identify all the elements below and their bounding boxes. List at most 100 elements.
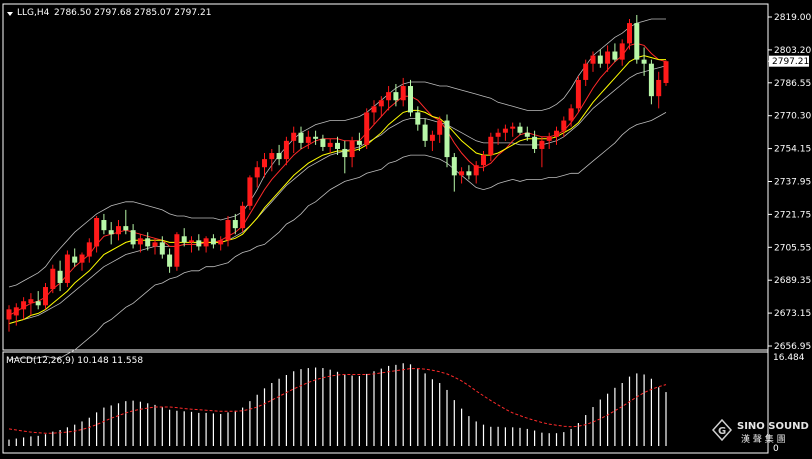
candle-down [313, 130, 319, 145]
candle-body [378, 100, 384, 107]
candle-down [123, 209, 129, 235]
candle-body [101, 220, 107, 231]
candle-up [400, 77, 406, 107]
candle-up [429, 130, 435, 151]
candle-body [408, 86, 413, 113]
candle-up [371, 100, 377, 125]
candle-body [605, 51, 611, 64]
candle-body [590, 55, 596, 64]
candle-body [656, 79, 662, 97]
candle-up [13, 303, 19, 326]
candle-body [444, 120, 450, 158]
candle-down [532, 130, 538, 154]
candle-body [57, 270, 63, 283]
candle-up [488, 132, 494, 162]
candle-body [159, 242, 165, 255]
candle-up [116, 220, 121, 241]
candle-down [444, 114, 450, 168]
price-tag-text: 2797.21 [772, 57, 809, 67]
candle-down [393, 83, 399, 107]
candle-up [218, 236, 224, 251]
candle-body [459, 171, 465, 176]
price-tick-label: 2673.15 [774, 309, 811, 319]
candle-up [94, 215, 100, 253]
candle-up [619, 39, 625, 66]
candle-body [86, 242, 92, 257]
candle-down [517, 122, 523, 135]
svg-text:G: G [718, 426, 726, 437]
price-tick-label: 2819.00 [774, 13, 811, 23]
candle-body [203, 238, 209, 247]
macd-signal-line [8, 368, 667, 434]
candle-body [648, 63, 654, 97]
candle-down [408, 79, 413, 117]
candle-up [262, 153, 267, 178]
chevron-down-icon[interactable] [7, 12, 13, 16]
candle-up [349, 136, 355, 168]
candle-up [43, 282, 48, 310]
candle-body [137, 238, 143, 245]
candle-body [305, 136, 311, 143]
candle-body [276, 153, 282, 160]
candle-up [459, 167, 465, 184]
candle-body [342, 148, 348, 158]
macd-axis-zero: 0 [773, 444, 779, 454]
candle-up [305, 130, 311, 149]
candle-body [291, 132, 297, 141]
candle-body [283, 140, 289, 160]
candle-body [510, 126, 516, 129]
candle-body [612, 51, 618, 60]
candle-down [298, 126, 304, 149]
candle-body [415, 112, 421, 125]
candle-up [364, 108, 370, 149]
price-tick-label: 2705.55 [774, 243, 811, 253]
candle-down [342, 140, 348, 174]
candle-body [517, 126, 523, 133]
candle-up [137, 234, 143, 253]
candle-body [561, 120, 567, 131]
candle-body [64, 254, 70, 283]
candle-up [378, 96, 384, 117]
candle-down [108, 222, 114, 245]
candle-body [437, 120, 443, 135]
candle-body [167, 254, 173, 267]
candle-down [232, 213, 238, 235]
macd-label: MACD(12,26,9) 10.148 11.558 [6, 356, 143, 366]
candle-body [422, 124, 428, 141]
candle-up [502, 124, 508, 141]
price-tick-label: 2737.95 [774, 178, 811, 188]
candle-body [240, 205, 246, 229]
candle-body [174, 234, 180, 267]
candle-up [554, 126, 559, 145]
candle-down [145, 232, 151, 251]
price-tick-label: 2770.30 [774, 112, 811, 122]
candle-up [568, 104, 574, 127]
candle-body [386, 92, 392, 101]
price-tick-label: 2656.95 [774, 342, 811, 352]
candle-body [313, 136, 319, 139]
candle-body [473, 165, 479, 176]
symbol-label: LLG,H4 [17, 8, 50, 18]
candle-body [232, 220, 238, 229]
candle-down [57, 260, 63, 292]
candle-body [35, 301, 41, 306]
candle-body [619, 43, 625, 60]
candle-down [415, 106, 421, 131]
price-axis: 2819.00 2803.20 2786.55 2770.30 2754.15 2737.… [768, 13, 811, 352]
candle-up [473, 161, 479, 184]
price-tag-box [769, 55, 809, 67]
candle-up [327, 138, 333, 154]
candle-up [269, 148, 275, 172]
candle-down [597, 49, 603, 68]
candle-down [167, 248, 173, 273]
candle-body [627, 23, 632, 44]
candle-down [634, 14, 640, 64]
candle-body [663, 61, 669, 83]
price-tick-label: 2754.15 [774, 145, 811, 155]
candle-body [108, 230, 114, 235]
candle-up [6, 305, 12, 332]
candle-body [50, 268, 56, 290]
